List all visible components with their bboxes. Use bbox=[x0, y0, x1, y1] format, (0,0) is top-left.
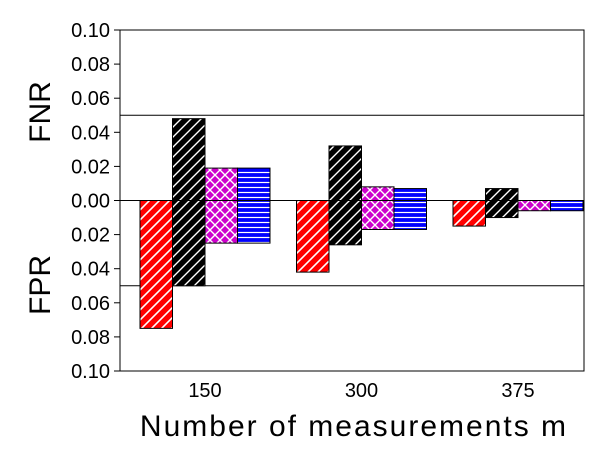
y-tick-label: 0.06 bbox=[71, 293, 110, 315]
y-tick-label: 0.08 bbox=[71, 54, 110, 76]
y-axis-label-fpr: FPR bbox=[24, 255, 57, 315]
y-axis-label-fnr: FNR bbox=[24, 81, 57, 143]
y-tick-label: 0.10 bbox=[71, 361, 110, 383]
x-tick-label: 150 bbox=[188, 380, 221, 402]
y-tick-label: 0.04 bbox=[71, 122, 110, 144]
bar-series-4-m-300 bbox=[393, 188, 427, 230]
bar-series-1-m-300 bbox=[296, 200, 330, 273]
y-tick-label: 0.10 bbox=[71, 20, 110, 42]
y-tick-label: 0.02 bbox=[71, 225, 110, 247]
bar-series-4-m-150 bbox=[237, 167, 271, 244]
x-tick-label: 300 bbox=[345, 380, 378, 402]
x-axis-label: Number of measurements m bbox=[140, 410, 568, 443]
bar-series-3-m-300 bbox=[361, 186, 395, 230]
bar-series-2-m-375 bbox=[485, 188, 519, 219]
bar-series-1-m-375 bbox=[452, 200, 486, 227]
y-tick-label: 0.04 bbox=[71, 259, 110, 281]
bar-series-4-m-375 bbox=[550, 200, 584, 212]
bar-series-1-m-150 bbox=[139, 200, 173, 329]
bar-series-3-m-150 bbox=[204, 167, 238, 244]
x-tick-label: 375 bbox=[501, 380, 534, 402]
y-tick-label: 0.00 bbox=[71, 191, 110, 213]
y-tick-label: 0.02 bbox=[71, 156, 110, 178]
bar-series-3-m-375 bbox=[517, 200, 551, 212]
y-tick-label: 0.06 bbox=[71, 88, 110, 110]
bar-series-2-m-150 bbox=[172, 118, 206, 287]
bar-series-2-m-300 bbox=[328, 145, 362, 246]
y-tick-label: 0.08 bbox=[71, 327, 110, 349]
